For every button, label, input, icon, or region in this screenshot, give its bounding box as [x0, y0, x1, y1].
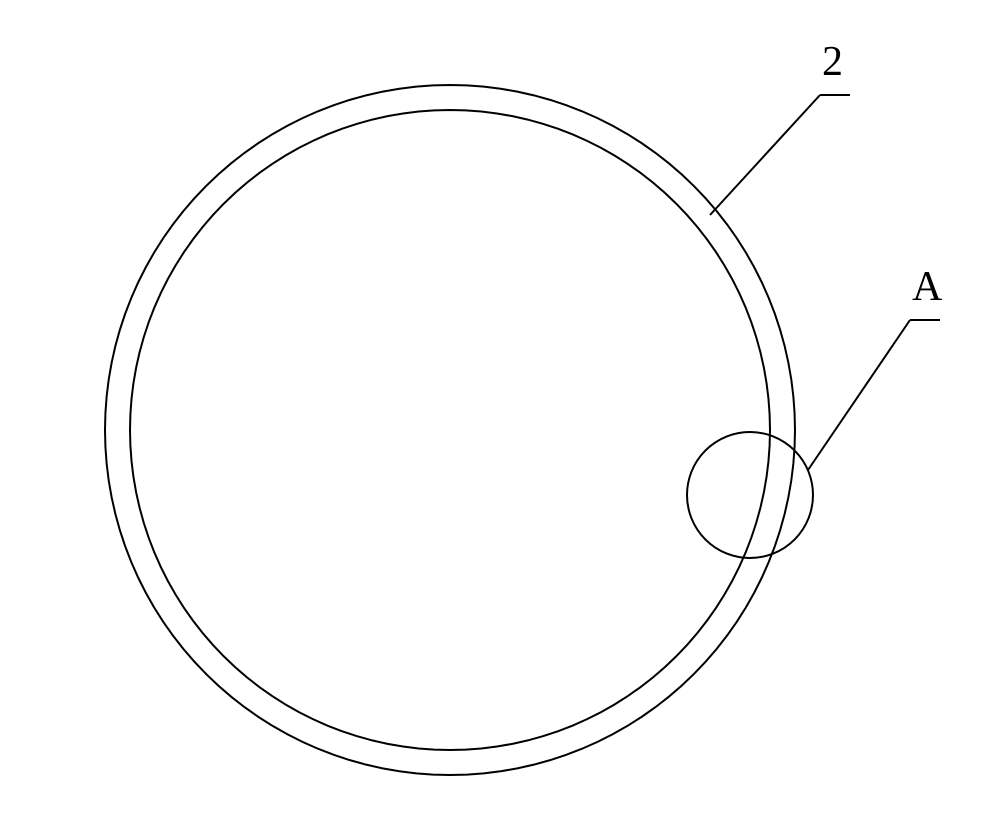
ring-label: 2	[822, 38, 843, 86]
main-ring	[105, 85, 795, 775]
technical-diagram	[0, 0, 1000, 819]
detail-label: A	[912, 263, 942, 311]
leader-line	[710, 95, 820, 215]
leader-line	[808, 320, 910, 470]
outer-ring-edge	[105, 85, 795, 775]
leader-lines	[710, 95, 940, 470]
inner-ring-edge	[130, 110, 770, 750]
